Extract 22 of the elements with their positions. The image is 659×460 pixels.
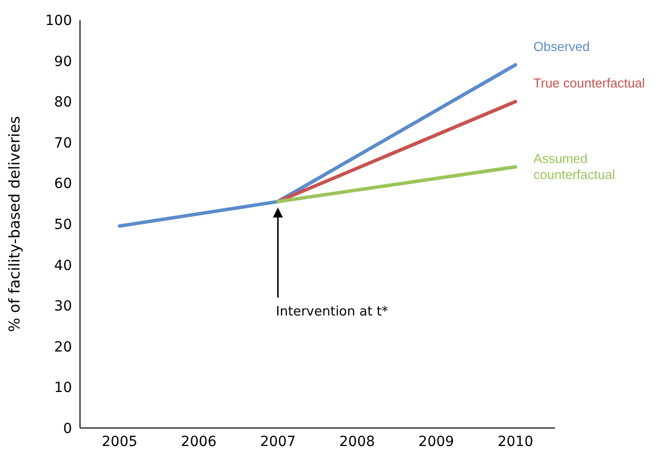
y-tick-label: 90 [54,54,72,70]
y-tick-label: 0 [63,420,72,437]
x-tick-label: 2007 [260,434,296,450]
annotation: Intervention at t* [276,304,389,320]
y-tick-label: 80 [54,94,72,111]
series-label: True counterfactual [533,76,646,91]
x-tick-label: 2005 [102,434,138,450]
x-tick-label: 2009 [418,434,454,450]
y-tick-label: 100 [45,12,72,29]
x-tick-label: 2008 [339,434,375,450]
y-tick-label: 20 [54,339,72,356]
y-tick-label: 40 [54,258,72,274]
series-label: Observed [533,38,590,54]
y-axis-title: % of facility-based deliveries [5,116,24,332]
y-tick-label: 60 [54,176,72,192]
x-tick-label: 2010 [498,434,534,450]
y-tick-label: 30 [54,298,72,315]
y-tick-label: 50 [54,216,72,233]
x-tick-label: 2006 [180,434,217,450]
y-tick-label: 70 [54,135,72,152]
y-tick-label: 10 [54,380,72,396]
series-label: Assumed counterfactual [533,150,616,182]
